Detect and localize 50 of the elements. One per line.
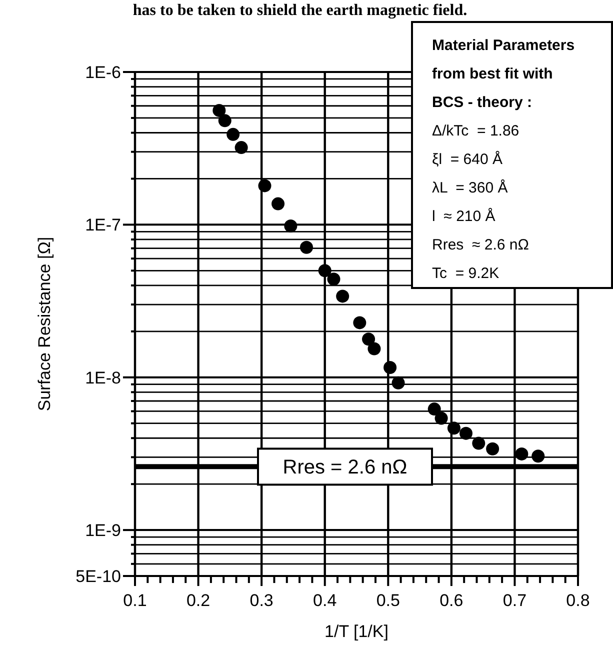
annotation: λL = 360 Å [432, 178, 508, 196]
point [459, 426, 472, 440]
point [212, 104, 226, 117]
x-tick-label: 0.1 [123, 591, 147, 610]
x-tick-label: 0.5 [376, 591, 400, 610]
point [336, 290, 350, 303]
point [384, 361, 397, 374]
point [434, 412, 448, 425]
point [472, 436, 486, 450]
y-tick-label: 1E-7 [85, 216, 121, 235]
x-tick-label: 0.2 [186, 591, 210, 610]
point [532, 450, 545, 463]
point [284, 220, 298, 233]
x-tick-label: 0.3 [250, 591, 274, 610]
point [368, 342, 381, 356]
ref-line-label: Rres = 2.6 nΩ [282, 456, 408, 479]
y-tick-label: 1E-6 [85, 63, 121, 82]
annotation: from best fit with [432, 66, 553, 82]
point [318, 264, 332, 278]
x-axis-title: 1/T [1/K] [324, 622, 388, 641]
point [447, 422, 460, 435]
point [272, 197, 285, 210]
point [392, 376, 405, 390]
point [327, 272, 340, 286]
annotation: l ≈ 210 Å [432, 207, 496, 225]
annotation: BCS - theory : [432, 94, 532, 111]
point [428, 402, 441, 416]
point [515, 447, 528, 460]
point [226, 128, 240, 141]
annotation: Tc = 9.2K [432, 265, 500, 282]
annotation: ξl = 640 Å [432, 150, 503, 168]
point [258, 179, 272, 192]
annotation: Δ/kTc = 1.86 [432, 122, 520, 140]
y-tick-label: 1E-9 [85, 521, 121, 540]
point [486, 442, 500, 456]
y-axis-title: Surface Resistance [Ω] [35, 236, 54, 412]
text: has to be taken to shield the earth magnetic field. [132, 2, 468, 19]
annotation: Rres ≈ 2.6 nΩ [432, 236, 529, 254]
point [300, 240, 314, 254]
x-tick-label: 0.7 [502, 591, 527, 610]
y-tick-label: 1E-8 [85, 368, 121, 388]
point [234, 141, 248, 154]
x-tick-label: 0.8 [566, 591, 590, 610]
point [353, 316, 366, 330]
point [362, 332, 376, 346]
x-tick-label: 0.4 [313, 591, 337, 610]
point [218, 114, 232, 128]
y-tick-label: 5E-10 [76, 567, 121, 586]
text: Material Parameters [432, 37, 575, 54]
x-tick-label: 0.6 [440, 591, 464, 610]
